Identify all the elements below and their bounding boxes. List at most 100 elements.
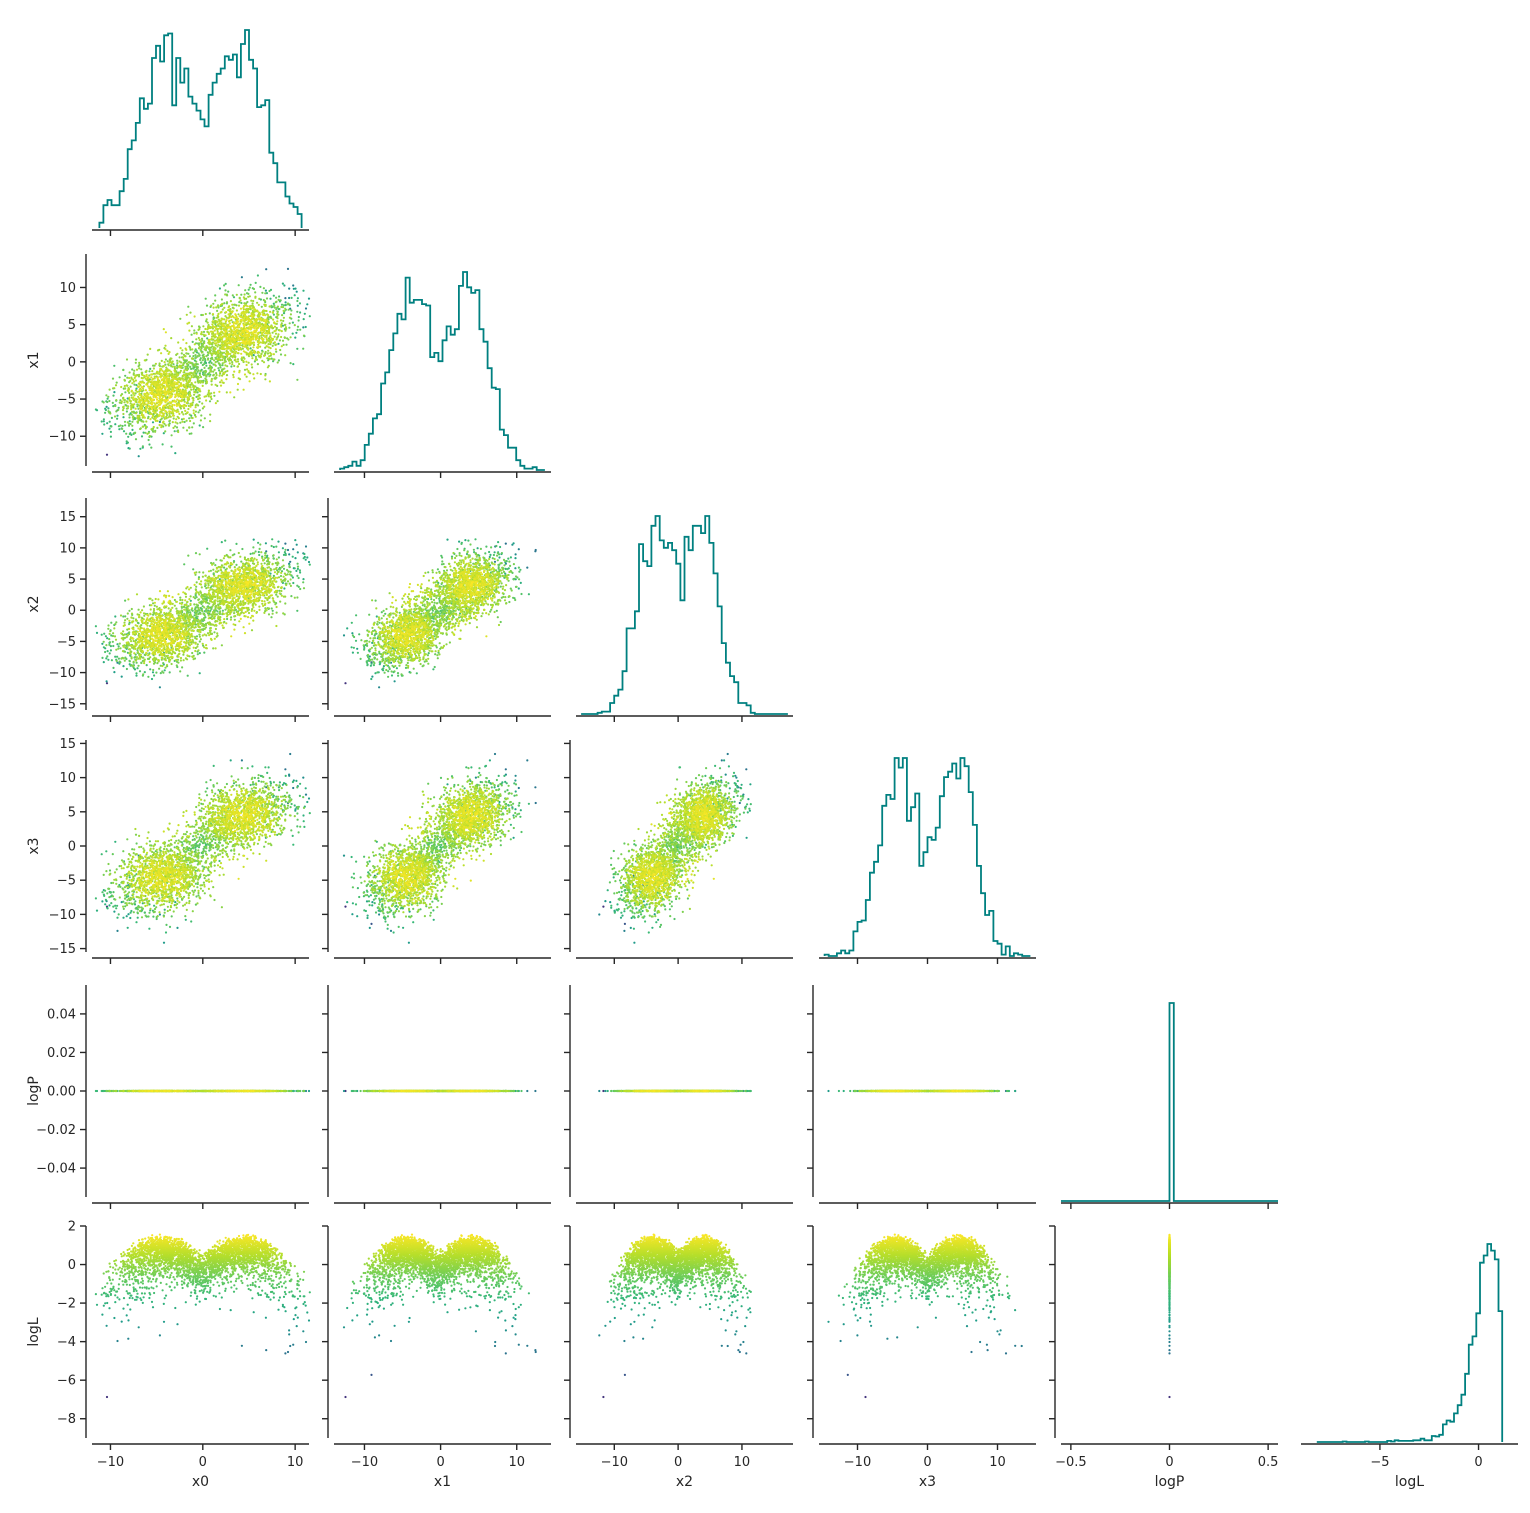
scatter-point <box>212 371 214 373</box>
scatter-point <box>296 585 298 587</box>
scatter-point <box>270 336 272 338</box>
scatter-point <box>145 397 147 399</box>
scatter-point <box>281 345 283 347</box>
scatter-point <box>164 393 166 395</box>
scatter-point <box>214 330 216 332</box>
scatter-point <box>258 551 260 553</box>
scatter-point <box>296 311 298 313</box>
scatter-point <box>142 389 144 391</box>
scatter-point <box>224 333 226 335</box>
scatter-point <box>225 348 227 350</box>
scatter-point <box>267 343 269 345</box>
scatter-point <box>210 352 212 354</box>
scatter-point <box>247 330 249 332</box>
scatter-point <box>164 430 166 432</box>
scatter-point <box>172 377 174 379</box>
scatter-point <box>246 305 248 307</box>
scatter-point <box>238 377 240 379</box>
scatter-point <box>180 407 182 409</box>
scatter-point <box>264 374 266 376</box>
scatter-point <box>263 330 265 332</box>
scatter-point <box>142 396 144 398</box>
scatter-point <box>171 663 173 665</box>
scatter-point <box>110 649 112 651</box>
scatter-point <box>196 638 198 640</box>
scatter-point <box>206 305 208 307</box>
scatter-point <box>206 318 208 320</box>
scatter-point <box>275 546 277 548</box>
scatter-point <box>284 580 286 582</box>
scatter-point <box>200 419 202 421</box>
scatter-point <box>138 367 140 369</box>
scatter-point <box>161 398 163 400</box>
scatter-point <box>115 639 117 641</box>
scatter-point <box>195 406 197 408</box>
scatter-point <box>269 305 271 307</box>
scatter-point <box>165 382 167 384</box>
scatter-point <box>234 313 236 315</box>
scatter-point <box>141 386 143 388</box>
scatter-point <box>174 396 176 398</box>
scatter-point <box>186 429 188 431</box>
scatter-point <box>191 607 193 609</box>
scatter-point <box>198 578 200 580</box>
scatter-point <box>128 392 130 394</box>
scatter-point <box>268 316 270 318</box>
scatter-point <box>95 625 97 627</box>
scatter-point <box>230 570 232 572</box>
scatter-point <box>280 590 282 592</box>
scatter-point <box>159 362 161 364</box>
scatter-point <box>182 654 184 656</box>
scatter-point <box>216 610 218 612</box>
scatter-point <box>192 399 194 401</box>
scatter-point <box>203 606 205 608</box>
scatter-point <box>282 283 284 285</box>
scatter-point <box>114 635 116 637</box>
scatter-point <box>239 556 241 558</box>
scatter-point <box>285 584 287 586</box>
scatter-point <box>292 333 294 335</box>
scatter-point <box>229 309 231 311</box>
scatter-point <box>146 399 148 401</box>
scatter-point <box>185 393 187 395</box>
scatter-point <box>128 414 130 416</box>
scatter-point <box>284 337 286 339</box>
scatter-point <box>127 612 129 614</box>
scatter-point <box>154 384 156 386</box>
scatter-point <box>203 331 205 333</box>
scatter-point <box>143 615 145 617</box>
scatter-point <box>145 411 147 413</box>
scatter-point <box>156 420 158 422</box>
scatter-point <box>297 329 299 331</box>
scatter-point <box>106 422 108 424</box>
scatter-point <box>222 610 224 612</box>
scatter-point <box>157 349 159 351</box>
scatter-point <box>200 623 202 625</box>
scatter-point <box>165 371 167 373</box>
scatter-point <box>284 297 286 299</box>
scatter-point <box>275 308 277 310</box>
scatter-point <box>126 408 128 410</box>
scatter-point <box>238 346 240 348</box>
scatter-point <box>221 644 223 646</box>
scatter-point <box>298 319 300 321</box>
scatter-point <box>181 666 183 668</box>
scatter-point <box>217 328 219 330</box>
scatter-point <box>265 351 267 353</box>
scatter-point <box>297 326 299 328</box>
scatter-point <box>166 378 168 380</box>
scatter-point <box>219 336 221 338</box>
scatter-point <box>262 351 264 353</box>
scatter-point <box>183 374 185 376</box>
scatter-point <box>219 287 221 289</box>
scatter-point <box>246 364 248 366</box>
scatter-point <box>258 554 260 556</box>
scatter-point <box>285 344 287 346</box>
scatter-point <box>124 660 126 662</box>
scatter-point <box>247 296 249 298</box>
scatter-point <box>213 631 215 633</box>
scatter-point <box>296 575 298 577</box>
scatter-point <box>206 548 208 550</box>
scatter-point <box>139 410 141 412</box>
scatter-point <box>137 622 139 624</box>
